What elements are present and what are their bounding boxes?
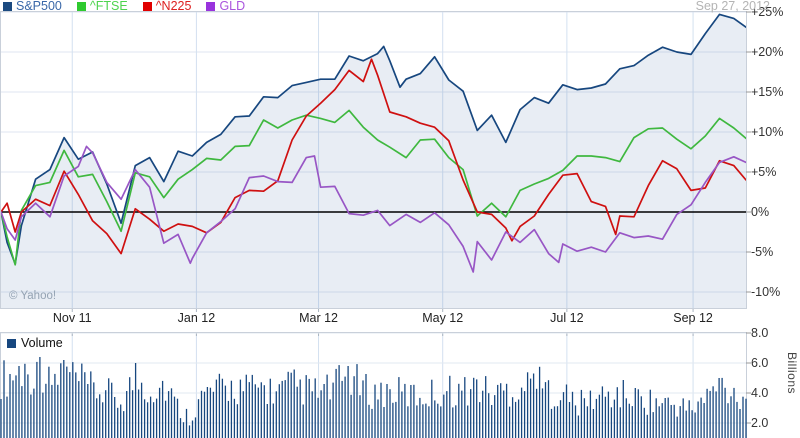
volume-unit-label: Billions <box>785 352 799 395</box>
x-axis-label: Nov 11 <box>52 311 92 325</box>
x-axis-label: Jan 12 <box>177 311 216 325</box>
x-axis-label: Sep 12 <box>673 311 713 325</box>
x-axis-label: Jul 12 <box>550 311 584 325</box>
x-axis-label: May 12 <box>422 311 464 325</box>
volume-axis-label: 4.0 <box>751 386 769 400</box>
volume-legend-label: Volume <box>21 336 63 350</box>
volume-axis-label: 6.0 <box>751 356 769 370</box>
legend-label: ^N225 <box>155 0 192 13</box>
series-line-ftse[interactable] <box>0 109 747 266</box>
chart-date-label: Sep 27, 2012 <box>695 0 770 13</box>
y-axis-label: -10% <box>751 285 781 299</box>
volume-swatch <box>7 338 16 348</box>
legend-item-ftse[interactable]: ^FTSE <box>76 0 128 13</box>
y-axis-label: +15% <box>751 85 784 99</box>
legend-swatch <box>3 1 12 11</box>
chart-legend: S&P500 ^FTSE ^N225 GLD <box>3 0 245 12</box>
legend-item-sp500[interactable]: S&P500 <box>3 0 62 12</box>
volume-legend: Volume <box>7 336 63 350</box>
legend-swatch <box>142 1 152 11</box>
legend-swatch <box>76 1 86 11</box>
series-line-gld[interactable] <box>0 145 747 273</box>
legend-swatch <box>206 1 216 11</box>
y-axis-label: +20% <box>751 45 784 59</box>
legend-item-gld[interactable]: GLD <box>206 0 245 12</box>
y-axis-label: -5% <box>751 245 774 259</box>
series-line-sp500[interactable] <box>0 13 747 265</box>
price-pane-border <box>0 11 747 309</box>
legend-label: GLD <box>219 0 246 13</box>
yahoo-watermark: © Yahoo! <box>9 290 57 302</box>
volume-axis-label: 8.0 <box>751 326 769 340</box>
y-axis-label: +5% <box>751 165 777 179</box>
y-axis-label: +25% <box>751 5 784 19</box>
sp500-area-fill <box>1 14 746 309</box>
legend-item-n225[interactable]: ^N225 <box>142 0 192 13</box>
volume-axis-label: 2.0 <box>751 416 769 430</box>
y-axis-label: 0% <box>751 205 770 219</box>
legend-label: S&P500 <box>16 0 62 13</box>
y-axis-label: +10% <box>751 125 784 139</box>
legend-label: ^FTSE <box>89 0 128 13</box>
series-line-n225[interactable] <box>0 58 747 255</box>
x-axis-label: Mar 12 <box>299 311 338 325</box>
volume-pane-border <box>0 332 747 438</box>
